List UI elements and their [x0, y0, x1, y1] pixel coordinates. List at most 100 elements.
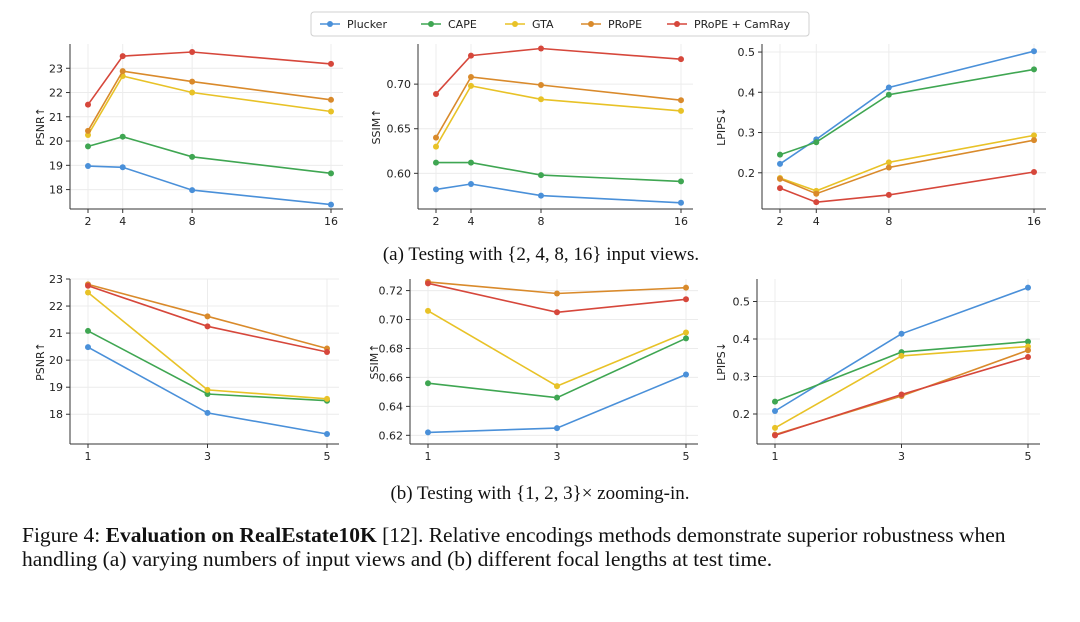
series: [777, 137, 1037, 197]
legend-item: GTA: [505, 18, 554, 31]
data-point: [777, 151, 783, 158]
x-tick-label: 16: [324, 215, 338, 228]
data-point: [328, 108, 334, 115]
data-point: [425, 380, 431, 387]
series: [85, 289, 330, 402]
x-tick-label: 2: [85, 215, 92, 228]
subcaption-b: (b) Testing with {1, 2, 3}× zooming-in.: [390, 483, 689, 504]
data-point: [468, 159, 474, 166]
y-tick-label: 0.3: [738, 127, 756, 140]
legend-label: PRoPE: [608, 18, 642, 31]
y-axis-label: LPIPS↓: [715, 342, 728, 381]
data-point: [1031, 137, 1037, 144]
data-point: [324, 430, 330, 437]
legend-label: Plucker: [347, 18, 387, 31]
data-point: [813, 190, 820, 197]
legend: Plucker CAPE GTA PRoPE PRoPE + CamRay: [310, 11, 810, 37]
series-line: [87, 75, 332, 136]
data-point: [189, 89, 196, 96]
legend-item: PRoPE + CamRay: [667, 18, 791, 31]
series-line: [435, 76, 682, 139]
y-tick-label: 0.5: [738, 46, 756, 59]
x-tick-label: 16: [1027, 215, 1041, 228]
data-point: [468, 74, 474, 80]
y-tick-label: 0.2: [738, 167, 756, 180]
data-point: [1031, 168, 1037, 175]
y-tick-label: 0.66: [379, 371, 404, 384]
data-point: [683, 335, 689, 342]
series: [433, 74, 684, 141]
y-tick-label: 18: [49, 184, 63, 197]
y-tick-label: 23: [49, 62, 63, 75]
series: [85, 282, 330, 356]
series: [85, 163, 334, 208]
x-tick-label: 5: [683, 450, 690, 463]
data-point: [1031, 66, 1037, 73]
series: [425, 307, 689, 390]
data-point: [119, 53, 126, 60]
y-tick-label: 0.4: [733, 333, 751, 346]
series: [777, 132, 1037, 194]
data-point: [468, 82, 474, 89]
data-point: [189, 187, 196, 194]
data-point: [425, 280, 431, 287]
legend-label: PRoPE + CamRay: [694, 18, 791, 31]
series-line: [87, 51, 332, 106]
data-point: [1025, 354, 1031, 360]
series-line: [436, 161, 682, 183]
y-tick-label: 0.3: [733, 371, 751, 384]
y-tick-label: 0.65: [387, 123, 412, 136]
series: [777, 168, 1037, 206]
data-point: [1031, 48, 1037, 55]
data-point: [85, 163, 91, 170]
data-point: [328, 170, 334, 177]
series: [425, 371, 689, 436]
data-point: [538, 96, 544, 103]
subcaption-a: (a) Testing with {2, 4, 8, 16} input vie…: [383, 244, 699, 265]
y-tick-label: 20: [49, 354, 63, 367]
data-point: [204, 323, 211, 330]
data-point: [554, 425, 560, 432]
chart-panel: 0.62 0.64 0.66 0.68 0.70 0.72 1 3 5 SSIM↑: [368, 278, 698, 463]
chart-panel: 0.2 0.3 0.4 0.5 1 3 5 LPIPS↓: [715, 279, 1040, 463]
legend-label: GTA: [532, 18, 554, 31]
data-point: [425, 429, 431, 436]
data-point: [898, 352, 905, 359]
legend-marker: [327, 21, 333, 27]
legend-item: PRoPE: [581, 18, 642, 31]
data-point: [554, 394, 560, 401]
data-point: [538, 192, 544, 199]
y-tick-label: 0.4: [738, 86, 756, 99]
series: [85, 49, 334, 108]
data-point: [678, 107, 684, 114]
series-line: [779, 139, 1035, 195]
data-point: [433, 159, 439, 166]
y-tick-label: 0.60: [387, 167, 412, 180]
series: [85, 344, 330, 437]
data-point: [324, 395, 330, 402]
data-point: [772, 432, 778, 439]
series-line: [435, 47, 682, 95]
x-tick-label: 1: [425, 450, 432, 463]
data-point: [772, 408, 778, 414]
data-point: [204, 409, 211, 416]
y-tick-label: 21: [49, 327, 63, 340]
series: [85, 68, 334, 134]
legend-item: CAPE: [421, 18, 477, 31]
data-point: [85, 344, 91, 351]
data-point: [678, 56, 684, 63]
y-tick-label: 18: [49, 408, 63, 421]
data-point: [204, 313, 211, 320]
legend-frame: [310, 11, 810, 37]
y-tick-label: 0.5: [733, 296, 751, 309]
data-point: [85, 131, 91, 138]
x-tick-label: 16: [674, 215, 688, 228]
figure-caption-title: Evaluation on RealEstate10K: [105, 523, 377, 547]
data-point: [85, 101, 91, 108]
data-point: [772, 398, 778, 405]
data-point: [885, 164, 892, 171]
data-point: [433, 143, 439, 150]
data-point: [85, 127, 91, 134]
data-point: [85, 289, 91, 296]
